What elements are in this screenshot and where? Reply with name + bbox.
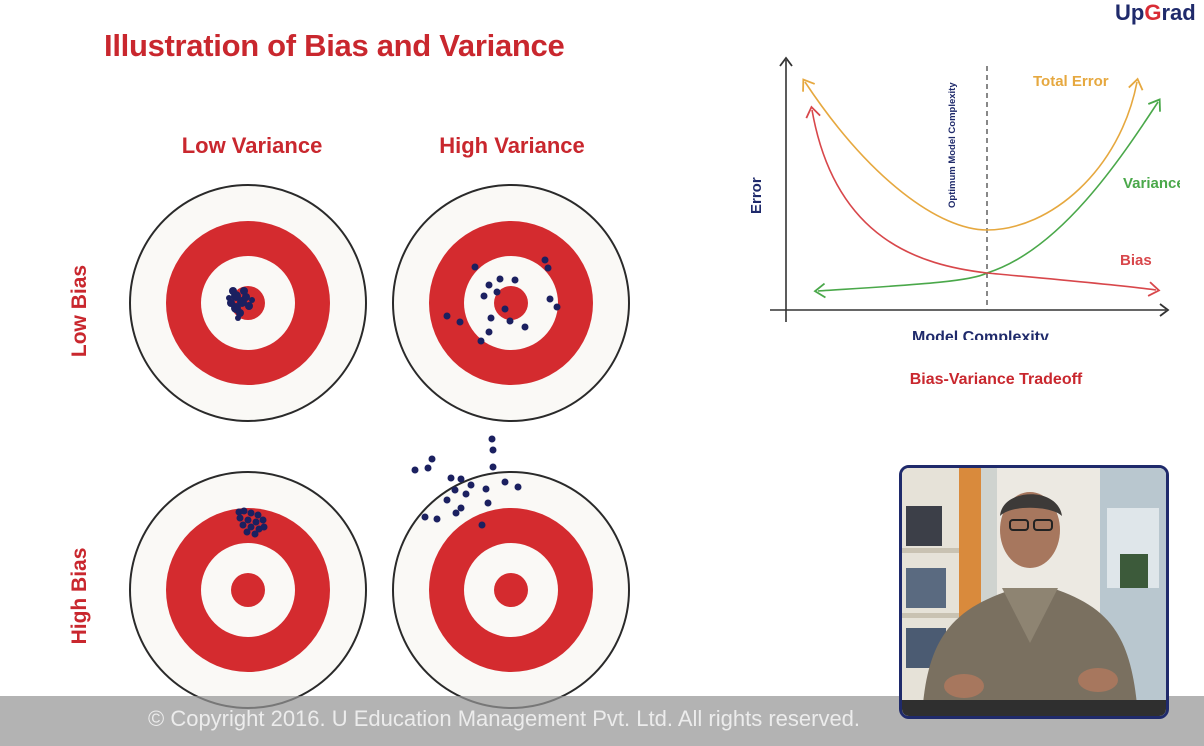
col-header-low-variance: Low Variance bbox=[181, 133, 323, 158]
shots-offset-cluster bbox=[235, 507, 268, 538]
shots-cluster bbox=[226, 287, 255, 321]
target-low-bias-low-variance bbox=[129, 184, 367, 422]
optimum-label: Optimum Model Complexity bbox=[947, 82, 958, 208]
x-axis-label: Model Complexity bbox=[912, 329, 1049, 340]
series-total-error bbox=[802, 77, 1144, 231]
series-variance bbox=[813, 98, 1161, 299]
series-label-total-error: Total Error bbox=[1033, 73, 1109, 90]
col-header-high-variance: High Variance bbox=[439, 133, 585, 158]
shots-scattered bbox=[443, 256, 561, 345]
slide-title: Illustration of Bias and Variance bbox=[104, 28, 565, 63]
presenter-video-icon bbox=[902, 468, 1166, 716]
shots-offset-scattered bbox=[411, 435, 522, 529]
series-label-variance: Variance bbox=[1123, 175, 1180, 192]
copyright-text: © Copyright 2016. U Education Management… bbox=[148, 706, 861, 731]
target-low-bias-high-variance bbox=[392, 184, 630, 422]
series-label-bias: Bias bbox=[1120, 252, 1152, 269]
chart-caption: Bias-Variance Tradeoff bbox=[909, 371, 1083, 388]
y-axis-label: Error bbox=[748, 177, 765, 214]
series-bias bbox=[805, 105, 1161, 297]
target-high-bias-low-variance bbox=[129, 471, 367, 709]
upgrad-logo: UpGrad bbox=[1115, 0, 1196, 25]
presenter-video[interactable] bbox=[899, 465, 1169, 719]
bullseye-grid bbox=[129, 184, 630, 709]
bias-variance-chart: Optimum Model Complexity Total Error Var… bbox=[748, 56, 1180, 340]
target-high-bias-high-variance bbox=[392, 435, 630, 709]
